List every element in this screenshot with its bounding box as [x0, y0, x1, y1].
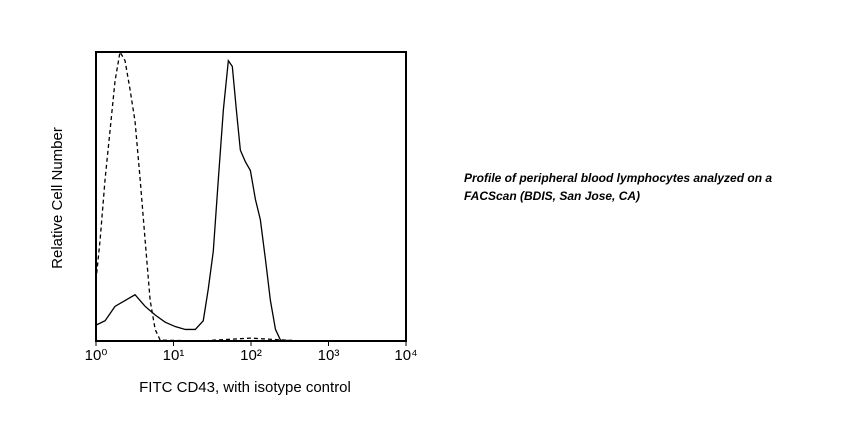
- annotation: Profile of peripheral blood lymphocytes …: [464, 171, 772, 185]
- x-tick-label: 10⁴: [394, 347, 417, 364]
- x-axis-label: FITC CD43, with isotype control: [139, 379, 351, 396]
- histogram-line: [96, 58, 406, 341]
- plot-frame: [95, 51, 407, 342]
- x-tick-label: 10²: [240, 347, 262, 364]
- x-tick-label: 10¹: [163, 347, 185, 364]
- x-tick-label: 10³: [318, 347, 340, 364]
- histogram-line: [96, 52, 406, 341]
- plot-area: [96, 52, 406, 341]
- x-tick-label: 10⁰: [85, 347, 108, 364]
- annotation: FACScan (BDIS, San Jose, CA): [464, 189, 640, 203]
- y-axis-label: Relative Cell Number: [49, 127, 66, 269]
